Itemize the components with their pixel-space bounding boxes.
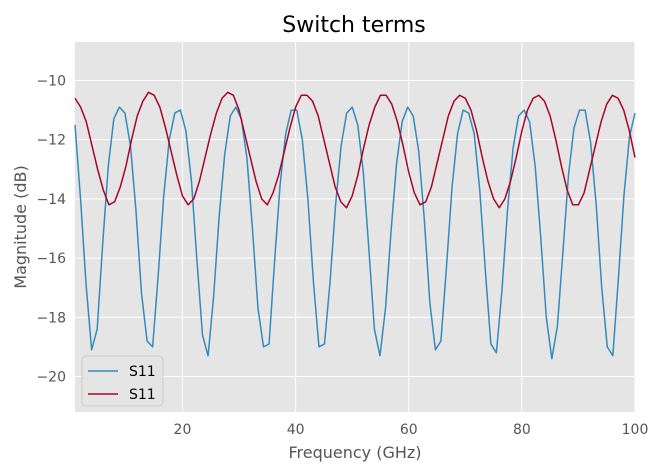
chart-title: Switch terms <box>282 13 425 38</box>
x-axis-title: Frequency (GHz) <box>288 443 421 462</box>
x-tick-label: 80 <box>513 422 531 438</box>
y-tick-label: −20 <box>36 369 66 385</box>
x-tick-label: 60 <box>400 422 418 438</box>
y-axis-title: Magnitude (dB) <box>11 165 30 288</box>
plot-area <box>75 42 635 412</box>
y-tick-label: −14 <box>36 192 66 208</box>
legend-label: S11 <box>129 364 156 380</box>
x-tick-label: 100 <box>622 422 649 438</box>
grid-lines <box>75 42 636 412</box>
series-line-1 <box>74 106 636 360</box>
x-tick-label: 40 <box>287 422 305 438</box>
y-tick-label: −18 <box>36 310 66 326</box>
series-layer <box>74 91 636 360</box>
series-line-2 <box>74 91 636 209</box>
tick-labels: 20 40 60 80 100 −20 −18 −16 −14 −12 −10 <box>36 73 648 438</box>
y-tick-label: −16 <box>36 251 66 267</box>
y-tick-label: −10 <box>36 73 66 89</box>
y-tick-label: −12 <box>36 133 66 149</box>
legend-label: S11 <box>129 387 156 403</box>
x-tick-label: 20 <box>174 422 192 438</box>
